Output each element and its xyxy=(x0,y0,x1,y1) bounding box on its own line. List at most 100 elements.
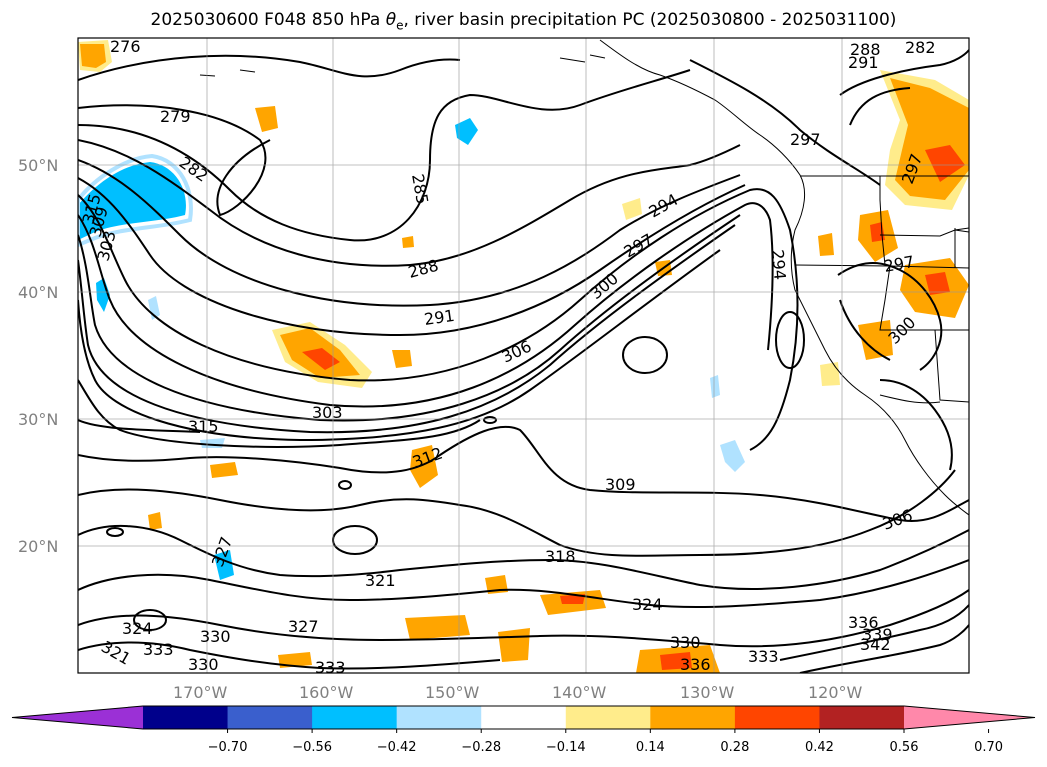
coastline-alaska xyxy=(599,39,969,516)
colorbar-swatch xyxy=(312,706,398,729)
contour-label: 318 xyxy=(545,547,576,566)
colorbar-tick-label: 0.70 xyxy=(974,740,1003,755)
title-symbol: θ xyxy=(385,10,397,30)
coastline-aleutians xyxy=(199,54,606,77)
pos-anomaly-s xyxy=(148,512,162,530)
state-border-1 xyxy=(879,176,886,266)
state-border-5 xyxy=(934,329,969,403)
lon-label: 130°W xyxy=(680,683,735,702)
contour-label: 333 xyxy=(748,647,779,666)
contour-label: 288 xyxy=(850,40,881,59)
mexico-border xyxy=(879,394,941,404)
contour-closed xyxy=(483,416,497,424)
contour-line xyxy=(839,299,891,361)
neg-anomaly-4 xyxy=(720,440,745,472)
contour-line xyxy=(78,525,969,591)
contour-line xyxy=(78,69,691,242)
colorbar-swatch xyxy=(143,706,229,729)
coastlines xyxy=(199,39,969,516)
lat-label: 20°N xyxy=(18,537,58,556)
state-border-6 xyxy=(954,228,969,268)
contour-label: 336 xyxy=(680,655,711,674)
contour-label: 321 xyxy=(365,571,396,590)
colorbar-tick-label: 0.56 xyxy=(890,740,919,755)
contour-label: 282 xyxy=(905,38,936,57)
colorbar-tick-label: 0.42 xyxy=(805,740,834,755)
lon-label: 140°W xyxy=(552,683,607,702)
contour-line xyxy=(78,641,501,670)
contour-closed xyxy=(338,480,352,490)
theta-e-contours xyxy=(78,49,969,673)
colorbar-tick-label: −0.14 xyxy=(546,740,586,755)
contour-label: 339 xyxy=(862,625,893,644)
colorbar-swatch xyxy=(650,706,736,729)
colorbar-swatch xyxy=(396,706,482,729)
pos-anomaly-g xyxy=(210,462,238,478)
pos-anomaly-j xyxy=(498,628,530,662)
pos-anomaly-r xyxy=(818,233,834,256)
contour-label: 333 xyxy=(143,640,174,659)
longitude-labels: 170°W 160°W 150°W 140°W 130°W 120°W xyxy=(173,683,863,702)
pos-anomaly-h xyxy=(405,615,470,640)
colorbar-tick-label: −0.56 xyxy=(292,740,332,755)
contour-line xyxy=(849,87,911,126)
contour-label: 297 xyxy=(790,130,821,149)
colorbar-labels: −0.70 −0.56 −0.42 −0.28 −0.14 0.14 0.28 0.42 0.5… xyxy=(208,729,1003,755)
precip-shading xyxy=(78,40,969,673)
latitude-labels: 50°N 40°N 30°N 20°N xyxy=(18,156,58,556)
contour-line xyxy=(78,177,746,337)
contour-line xyxy=(839,49,969,96)
contour-label: 309 xyxy=(605,475,636,494)
contour-label: 327 xyxy=(288,617,319,636)
neg-anomaly-west-edge xyxy=(78,153,193,248)
neg-anomaly-west xyxy=(78,162,186,240)
pos-anomaly-nw-core xyxy=(80,44,106,68)
colorbar-swatch xyxy=(819,706,905,729)
contour-label: 330 xyxy=(188,655,219,674)
contour-line xyxy=(78,159,741,307)
pos-anomaly-f xyxy=(410,445,438,488)
contour-label: 324 xyxy=(122,619,153,638)
contour-label: 333 xyxy=(315,658,346,677)
contour-line xyxy=(78,419,201,433)
contour-line xyxy=(78,224,736,434)
contour-label: 303 xyxy=(312,403,343,422)
pos-anomaly-i-core xyxy=(560,594,585,604)
colorbar-extend-high xyxy=(904,706,1035,729)
contour-line xyxy=(78,139,741,267)
neg-anomaly-1 xyxy=(455,118,478,145)
state-border-3 xyxy=(879,227,969,237)
contour-line xyxy=(779,604,969,661)
lon-label: 160°W xyxy=(299,683,354,702)
lat-label: 30°N xyxy=(18,410,58,429)
gridlines xyxy=(78,38,969,673)
contour-label: 294 xyxy=(768,249,790,281)
colorbar-tick-label: 0.28 xyxy=(720,740,749,755)
lat-label: 40°N xyxy=(18,283,58,302)
contour-closed xyxy=(775,311,805,369)
colorbar-tick-label: 0.14 xyxy=(636,740,665,755)
pos-anomaly-o-core xyxy=(925,272,950,295)
contour-label: 291 xyxy=(423,306,456,329)
colorbar xyxy=(11,705,1036,730)
pos-anomaly-c xyxy=(392,350,412,368)
colorbar-swatch xyxy=(565,706,651,729)
lat-label: 50°N xyxy=(18,156,58,175)
plot-frame xyxy=(77,37,970,674)
pos-anomaly-q xyxy=(820,362,840,386)
contour-line xyxy=(78,54,461,81)
contour-closed xyxy=(106,527,124,537)
contour-line xyxy=(78,104,271,217)
contour-line xyxy=(799,624,969,673)
lon-label: 150°W xyxy=(425,683,480,702)
colorbar-outline xyxy=(11,705,1036,730)
state-border-4 xyxy=(879,265,969,331)
colorbar-swatch xyxy=(227,706,313,729)
contour-closed xyxy=(622,336,668,374)
contour-label: 330 xyxy=(670,633,701,652)
title-main: 2025030600 F048 850 hPa xyxy=(150,10,386,30)
contour-label: 315 xyxy=(188,417,219,436)
colorbar-tick-label: −0.42 xyxy=(377,740,417,755)
contour-line xyxy=(78,469,956,557)
